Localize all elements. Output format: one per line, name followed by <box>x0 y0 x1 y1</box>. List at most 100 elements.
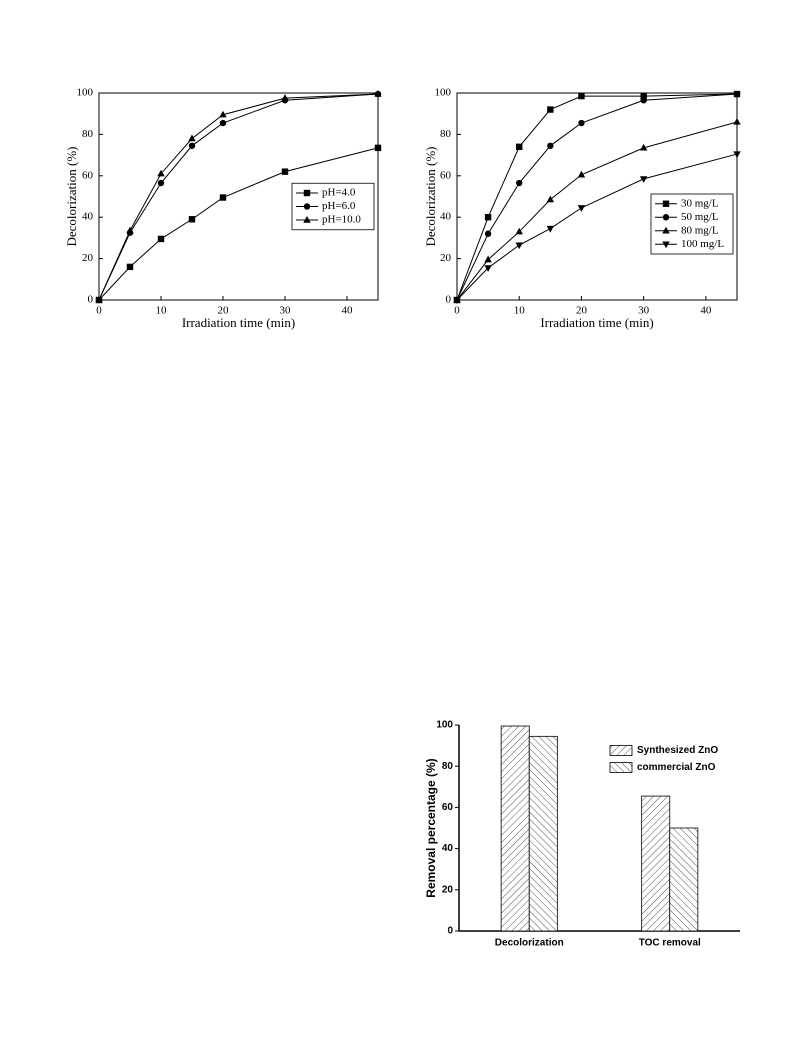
x-tick-label: 10 <box>156 305 168 317</box>
y-tick-label: 80 <box>440 128 452 140</box>
marker <box>546 195 555 203</box>
legend-swatch <box>609 762 633 773</box>
legend-label: 30 mg/L <box>681 197 719 209</box>
x-tick-label: 30 <box>638 305 650 317</box>
y-tick-label: 60 <box>440 169 452 181</box>
marker <box>126 263 134 271</box>
marker <box>281 94 289 101</box>
marker <box>188 134 196 142</box>
y-tick-label: 0 <box>88 294 94 306</box>
y-axis-title: Decolorization (%) <box>64 147 79 247</box>
legend-label: Synthesized ZnO <box>637 745 718 756</box>
marker <box>484 265 492 272</box>
marker <box>662 200 670 207</box>
marker <box>733 90 741 98</box>
legend-label: 50 mg/L <box>681 211 719 223</box>
marker <box>640 97 647 104</box>
marker <box>516 143 523 151</box>
x-tick-label: 0 <box>454 305 460 317</box>
legend-label: commercial ZnO <box>637 762 716 773</box>
marker <box>303 189 311 197</box>
marker <box>157 169 165 177</box>
marker <box>219 194 227 201</box>
marker <box>733 151 741 159</box>
y-tick-label: 0 <box>447 926 453 937</box>
marker <box>639 143 648 151</box>
x-tick-label: 10 <box>514 305 526 317</box>
marker <box>516 179 523 187</box>
x-tick-label: 30 <box>280 305 292 317</box>
marker <box>219 119 227 127</box>
y-tick-label: 80 <box>82 128 94 140</box>
x-tick-label: 0 <box>96 305 102 317</box>
legend-label: pH=4.0 <box>322 187 356 199</box>
marker <box>578 92 585 100</box>
y-axis-title: Removal percentage (%) <box>424 758 438 897</box>
y-tick-label: 60 <box>82 169 94 181</box>
legend-label: 100 mg/L <box>681 238 724 250</box>
marker <box>577 170 586 178</box>
y-tick-label: 100 <box>436 720 453 731</box>
marker <box>639 176 648 183</box>
marker <box>484 255 492 263</box>
chart: 0 20 40 60 80 100 0 10 20 30 40 Irradiation time (m… <box>64 87 382 330</box>
marker <box>546 225 555 233</box>
x-axis-title: Irradiation time (min) <box>182 315 295 330</box>
marker <box>662 241 670 249</box>
marker <box>484 214 492 221</box>
x-tick-label: 40 <box>342 305 354 317</box>
bar <box>641 795 671 932</box>
marker <box>95 296 103 303</box>
marker <box>303 203 311 210</box>
marker <box>188 142 196 149</box>
y-tick-label: 20 <box>440 252 452 264</box>
marker <box>453 297 461 304</box>
x-tick-label: 20 <box>576 305 588 317</box>
y-tick-label: 20 <box>82 252 94 264</box>
plot-frame <box>456 92 738 301</box>
chart: 0 20 40 60 80 100 Removal percentage (%) Decolo… <box>424 720 740 949</box>
x-axis-title: Irradiation time (min) <box>540 315 653 330</box>
marker <box>126 226 134 234</box>
plot-frame <box>98 92 379 301</box>
marker <box>733 117 741 125</box>
y-tick-label: 80 <box>442 761 454 772</box>
marker <box>484 230 492 237</box>
y-tick-label: 0 <box>446 294 452 306</box>
marker <box>662 214 670 221</box>
x-tick-label: TOC removal <box>639 938 701 949</box>
bar <box>500 725 530 932</box>
chart: 0 20 40 60 80 100 0 10 20 30 40 Irradiation time (m… <box>423 87 741 330</box>
bar <box>528 735 558 932</box>
y-tick-label: 60 <box>442 802 454 813</box>
marker <box>303 216 311 223</box>
x-tick-label: 20 <box>218 305 230 317</box>
y-tick-label: 20 <box>442 884 454 895</box>
marker <box>188 216 196 223</box>
marker <box>640 92 647 100</box>
marker <box>374 90 382 97</box>
y-tick-label: 100 <box>77 87 94 99</box>
marker <box>157 235 165 243</box>
y-tick-label: 40 <box>82 211 94 223</box>
legend-label: pH=10.0 <box>322 214 361 226</box>
legend-label: pH=6.0 <box>322 200 356 212</box>
marker <box>578 119 585 127</box>
bar <box>669 827 699 932</box>
marker <box>281 168 289 175</box>
x-tick-label: 40 <box>700 305 712 317</box>
marker <box>515 227 523 235</box>
marker <box>515 242 523 250</box>
legend-swatch <box>609 745 633 756</box>
y-tick-label: 100 <box>435 87 452 99</box>
marker <box>662 226 670 234</box>
y-axis-title: Decolorization (%) <box>423 147 438 247</box>
marker <box>219 110 227 118</box>
y-tick-label: 40 <box>440 211 452 223</box>
marker <box>374 144 382 152</box>
marker <box>577 205 586 212</box>
marker <box>157 179 165 187</box>
y-tick-label: 40 <box>442 843 454 854</box>
x-tick-label: Decolorization <box>495 938 564 949</box>
